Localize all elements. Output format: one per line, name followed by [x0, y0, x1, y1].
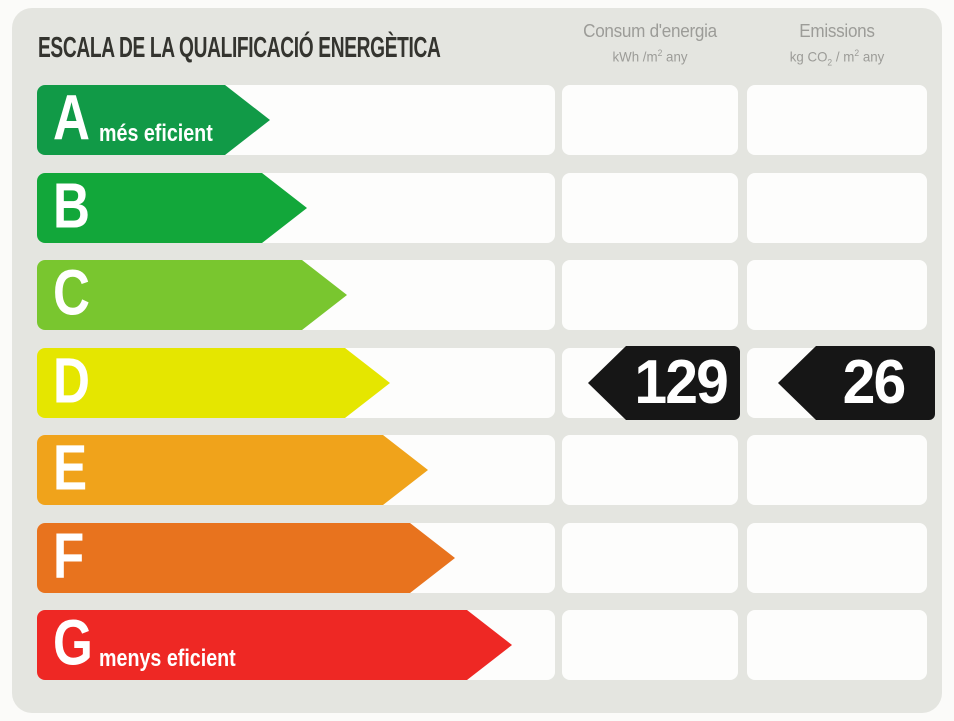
emissions-cell	[747, 435, 927, 505]
consumption-cell	[562, 610, 738, 680]
emissions-cell	[747, 173, 927, 243]
emissions-value-arrow: 26	[778, 346, 935, 420]
rating-letter: B	[53, 169, 90, 242]
rating-letter: C	[53, 256, 90, 329]
rating-row-a: A més eficient	[37, 85, 927, 155]
rating-row-f: F	[37, 523, 927, 593]
rating-row-c: C	[37, 260, 927, 330]
emissions-header-unit: kg CO2 / m2 any	[789, 48, 885, 68]
rating-letter: D	[53, 344, 90, 417]
emissions-cell	[747, 523, 927, 593]
rating-letter: A	[53, 81, 90, 154]
consumption-header-unit: kWh /m2 any	[612, 48, 688, 65]
rating-row-b: B	[37, 173, 927, 243]
rating-row-d: D 129 26	[37, 346, 935, 420]
consumption-value: 129	[634, 348, 729, 417]
rating-arrow-e: E	[37, 435, 428, 505]
rating-row-g: G menys eficient	[37, 610, 927, 680]
rating-letter: G	[53, 606, 93, 679]
rating-arrow-f: F	[37, 523, 455, 593]
rating-arrow-g: G menys eficient	[37, 610, 512, 680]
consumption-cell	[562, 85, 738, 155]
consumption-cell	[562, 173, 738, 243]
rating-arrow-a: A més eficient	[37, 85, 270, 155]
consumption-cell	[562, 523, 738, 593]
consumption-column-header: Consum d'energia kWh /m2 any	[562, 21, 738, 65]
most-efficient-label: més eficient	[99, 120, 213, 147]
emissions-cell	[747, 610, 927, 680]
consumption-cell	[562, 435, 738, 505]
emissions-cell	[747, 85, 927, 155]
consumption-header-label: Consum d'energia	[583, 21, 717, 41]
rating-letter: F	[53, 519, 85, 592]
rating-arrow-c: C	[37, 260, 347, 330]
emissions-column-header: Emissions kg CO2 / m2 any	[747, 21, 927, 67]
consumption-cell	[562, 260, 738, 330]
emissions-cell	[747, 260, 927, 330]
emissions-value: 26	[842, 348, 907, 417]
emissions-header-label: Emissions	[799, 21, 875, 41]
rating-row-e: E	[37, 435, 927, 505]
rating-arrow-d: D	[37, 348, 390, 418]
rating-arrow-b: B	[37, 173, 307, 243]
least-efficient-label: menys eficient	[99, 645, 236, 672]
rating-letter: E	[53, 431, 88, 504]
page-title: ESCALA DE LA QUALIFICACIÓ ENERGÈTICA	[38, 32, 441, 64]
energy-certificate-panel: ESCALA DE LA QUALIFICACIÓ ENERGÈTICA Con…	[12, 8, 942, 713]
